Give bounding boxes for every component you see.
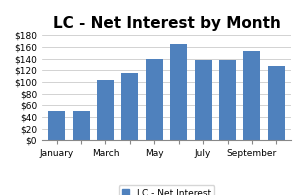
Bar [195, 60, 212, 140]
Title: LC - Net Interest by Month: LC - Net Interest by Month [52, 16, 280, 31]
Bar [170, 44, 187, 140]
Bar [73, 111, 90, 140]
Legend: LC - Net Interest: LC - Net Interest [118, 185, 214, 195]
Bar [146, 58, 163, 140]
Bar [268, 66, 285, 140]
Bar [48, 111, 65, 140]
Bar [97, 80, 114, 140]
Bar [121, 73, 138, 140]
Bar [243, 51, 260, 140]
Bar [219, 60, 236, 140]
